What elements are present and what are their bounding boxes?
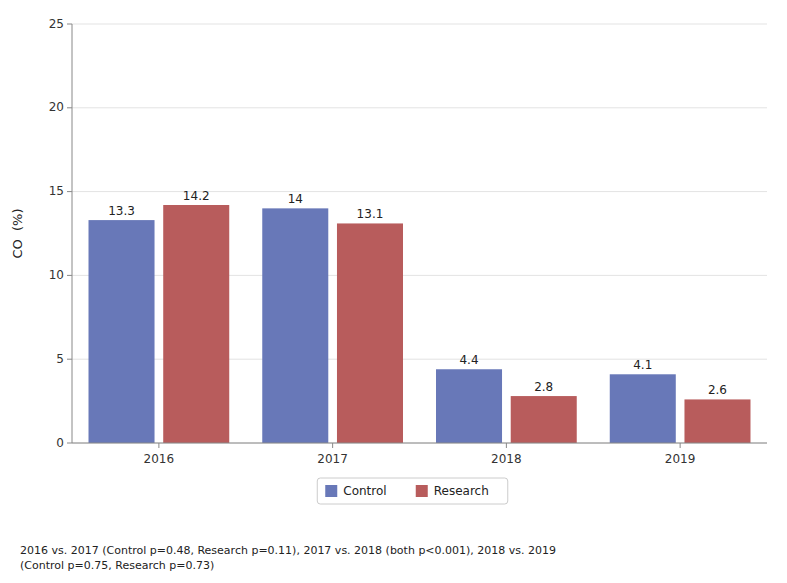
y-axis-label: CO (%) [10,208,25,258]
y-axis [72,24,73,443]
grid-line [72,191,767,192]
legend-frame [317,478,508,504]
data-label: 13.1 [357,207,384,221]
data-label: 14.2 [183,189,210,203]
data-label: 4.1 [633,358,652,372]
x-axis [72,443,767,444]
footnote-line: (Control p=0.75, Research p=0.73) [20,559,214,572]
grid-line [72,107,767,108]
y-tick-label: 10 [49,268,64,282]
legend-label: Research [434,484,489,498]
bar [684,399,750,443]
y-tick [67,191,72,192]
bar [262,208,328,443]
bar [436,369,502,443]
data-label: 2.8 [534,380,553,394]
bar [163,205,229,443]
y-tick [67,24,72,25]
x-tick-label: 2016 [144,452,175,466]
bar [89,220,155,443]
bar [610,374,676,443]
data-label: 2.6 [708,383,727,397]
x-tick-label: 2018 [491,452,522,466]
footnote-line: 2016 vs. 2017 (Control p=0.48, Research … [20,544,556,557]
data-label: 13.3 [108,204,135,218]
data-label: 4.4 [459,353,478,367]
chart: 0 5 10 15 20 25 13.3 14 4.4 4.1 14.2 13.1 2.8 2.6 2016… [0,0,787,583]
bar [511,396,577,443]
y-tick-label: 15 [49,184,64,198]
y-tick [67,443,72,444]
legend-label: Control [343,484,386,498]
legend-swatch [416,485,428,497]
bars [89,205,751,443]
y-tick-label: 20 [49,100,64,114]
x-tick [506,443,507,448]
y-tick [67,359,72,360]
data-label: 14 [288,192,303,206]
y-tick [67,275,72,276]
data-labels: 13.3 14 4.4 4.1 14.2 13.1 2.8 2.6 [108,189,727,397]
y-tick-label: 5 [56,352,64,366]
y-tick-label: 25 [49,17,64,31]
x-tick [680,443,681,448]
bar [337,223,403,443]
grid-line [72,443,767,444]
legend: Control Research [317,478,508,504]
x-tick [332,443,333,448]
grid-line [72,24,767,25]
x-tick [158,443,159,448]
y-tick [67,107,72,108]
footnote: 2016 vs. 2017 (Control p=0.48, Research … [20,544,556,572]
y-tick-label: 0 [56,436,64,450]
legend-swatch [325,485,337,497]
x-tick-label: 2017 [317,452,348,466]
x-tick-label: 2019 [665,452,696,466]
